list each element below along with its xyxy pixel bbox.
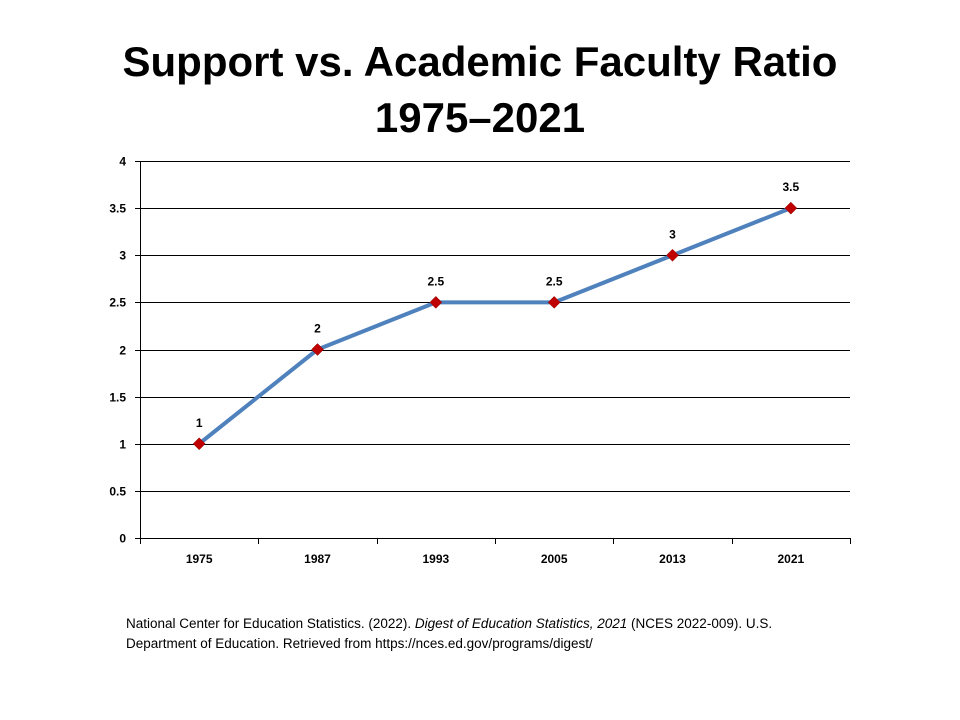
data-label-2021: 3.5 [782,180,799,194]
x-tick-label-1993: 1993 [422,552,449,566]
data-point-2013 [666,248,679,262]
y-tick-label: 2 [119,344,126,358]
y-tick-label: 3 [119,249,126,263]
data-label-1975: 1 [196,416,203,430]
data-markers [192,201,798,451]
chart-title-line-2: 1975–2021 [374,94,586,141]
series-line-0 [197,206,793,446]
chart-title-line-1: Support vs. Academic Faculty Ratio [122,38,838,85]
data-point-1975 [192,437,206,451]
y-tick-label: 1 [119,438,126,452]
source-citation: National Center for Education Statistics… [126,614,826,654]
y-tick-label: 3.5 [109,202,126,216]
x-tick-label-1987: 1987 [304,552,331,566]
citation-text-part-1: National Center for Education Statistics… [126,616,415,631]
data-point-1987 [311,343,324,356]
data-label-1993: 2.5 [427,274,444,288]
gridlines [140,161,850,492]
y-tick-label: 1.5 [109,391,126,405]
x-axis-tick-labels: 1975 1987 1993 2005 2013 2021 [186,552,805,566]
data-label-2005: 2.5 [546,274,563,288]
x-tick-label-2021: 2021 [777,552,804,566]
y-tick-label: 4 [119,155,126,169]
x-tick-label-2013: 2013 [659,552,686,566]
series-line-layer [197,206,793,446]
y-tick-label: 2.5 [109,296,126,310]
data-point-2005 [547,296,561,309]
y-axis-tick-labels: 0 0.5 1 1.5 2 2.5 3 3.5 4 [109,155,126,546]
citation-publication-title: Digest of Education Statistics, 2021 [414,616,628,631]
data-label-2013: 3 [669,227,676,241]
data-point-2021 [784,201,798,215]
x-tick-label-2005: 2005 [541,552,568,566]
x-tick-label-1975: 1975 [186,552,213,566]
axes [135,161,851,544]
y-tick-label: 0.5 [109,485,126,499]
data-labels: 1 2 2.5 2.5 3 3.5 [196,180,800,430]
y-tick-label: 0 [119,532,126,546]
data-point-1993 [429,296,443,309]
citation-text-part-2: (NCES 2022-009). U.S. Department of Educ… [126,616,773,651]
data-label-1987: 2 [314,322,321,336]
